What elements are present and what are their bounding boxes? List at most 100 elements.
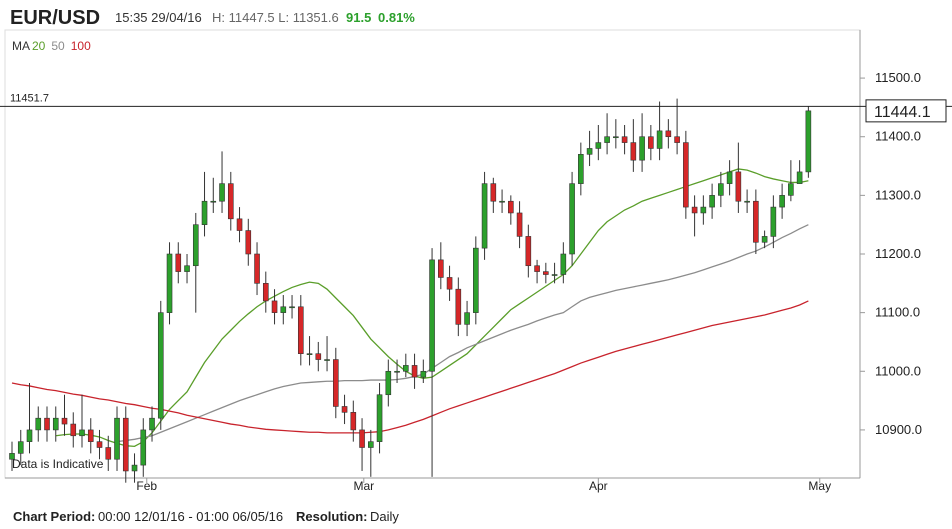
candle-body	[9, 453, 15, 460]
candle-body	[219, 183, 225, 202]
legend-entry: 20	[32, 39, 46, 53]
candle-body	[446, 277, 453, 290]
ma-line	[116, 224, 809, 443]
candle-body	[184, 265, 190, 272]
candle-body	[105, 447, 112, 460]
candle-body	[271, 300, 278, 313]
candle-body	[52, 417, 59, 431]
candle-body	[385, 370, 392, 396]
candle-body	[744, 200, 750, 203]
candle-body	[289, 306, 295, 309]
candle-body	[788, 183, 794, 196]
candle-body	[306, 353, 313, 355]
candle-body	[201, 200, 208, 225]
candle-body	[805, 110, 812, 173]
y-tick-label: 11300.0	[875, 187, 921, 202]
candle-body	[236, 218, 243, 231]
candle-body	[595, 142, 602, 149]
candle-body	[473, 247, 479, 313]
candle-body	[368, 441, 374, 448]
symbol: EUR/USD	[10, 7, 100, 29]
candle-body	[140, 429, 147, 466]
note: Data is Indicative	[12, 457, 104, 471]
candle-body	[648, 136, 654, 149]
candle-body	[691, 206, 698, 214]
candle-body	[753, 200, 759, 243]
x-tick-label: Mar	[353, 479, 374, 493]
candle-body	[735, 171, 742, 202]
y-tick-label: 11500.0	[875, 70, 921, 85]
candle-body	[192, 224, 199, 267]
y-tick-label: 11200.0	[875, 246, 921, 261]
last-price-box	[865, 99, 947, 123]
candle-body	[621, 136, 628, 143]
candle-body	[359, 429, 365, 448]
change-pct: 0.81%	[378, 10, 415, 25]
candle-body	[17, 441, 24, 454]
resolution-label: Resolution:	[296, 509, 368, 524]
time: 15:35 29/04/16	[115, 10, 202, 25]
candle-body	[44, 417, 50, 431]
candle-body	[280, 306, 287, 313]
ma-line	[11, 300, 809, 434]
y-tick-label: 11000.0	[875, 363, 921, 378]
candle-body	[578, 154, 584, 184]
candle-body	[700, 206, 707, 214]
candle-body	[718, 183, 724, 196]
candle-body	[376, 394, 383, 442]
candle-body	[87, 429, 94, 442]
candle-body	[656, 130, 663, 149]
legend-entry: 50	[51, 39, 65, 53]
candle-body	[586, 148, 593, 155]
candle-body	[70, 423, 77, 437]
resolution: Daily	[370, 509, 399, 524]
period: 00:00 12/01/16 - 01:00 06/05/16	[98, 509, 283, 524]
candle-body	[315, 353, 322, 360]
candle-body	[96, 441, 103, 448]
last-price: 11444.1	[874, 104, 931, 121]
candle-body	[770, 206, 777, 237]
candle-body	[324, 359, 330, 361]
x-tick-label: Feb	[136, 479, 157, 493]
legend-title: MA	[12, 39, 30, 53]
candle-body	[543, 271, 549, 275]
candle-body	[61, 417, 68, 425]
candle-body	[341, 406, 348, 413]
candle-body	[560, 253, 567, 275]
y-tick-label: 10900.0	[875, 422, 922, 437]
candle-body	[157, 312, 164, 419]
candle-body	[35, 417, 42, 431]
candle-body	[490, 183, 497, 202]
candle-body	[613, 136, 619, 139]
candle-body	[122, 417, 129, 472]
candle-body	[166, 253, 173, 313]
candle-body	[709, 195, 715, 208]
candle-body	[245, 230, 252, 255]
x-tick-label: May	[808, 479, 831, 493]
candle-body	[525, 236, 532, 267]
candle-body	[420, 370, 427, 378]
candle-body	[604, 136, 610, 143]
candle-body	[551, 274, 558, 276]
candle-body	[131, 464, 138, 472]
candle-body	[508, 200, 514, 214]
candle-body	[516, 212, 523, 237]
period-label: Chart Period:	[13, 509, 95, 524]
candle-body	[26, 429, 33, 442]
candle-body	[674, 136, 680, 143]
candle-body	[683, 142, 689, 208]
candle-body	[569, 183, 575, 255]
candle-body	[403, 365, 409, 372]
candle-body	[411, 365, 418, 378]
change: 91.5	[346, 10, 371, 25]
candle-body	[332, 359, 339, 407]
candle-body	[175, 253, 182, 272]
candle-body	[464, 312, 470, 325]
x-tick-label: Apr	[589, 479, 608, 493]
candle-body	[499, 200, 505, 203]
candle-body	[665, 130, 672, 138]
candle-body	[726, 171, 733, 184]
y-tick-label: 11100.0	[875, 305, 920, 320]
candle-body	[761, 236, 768, 243]
